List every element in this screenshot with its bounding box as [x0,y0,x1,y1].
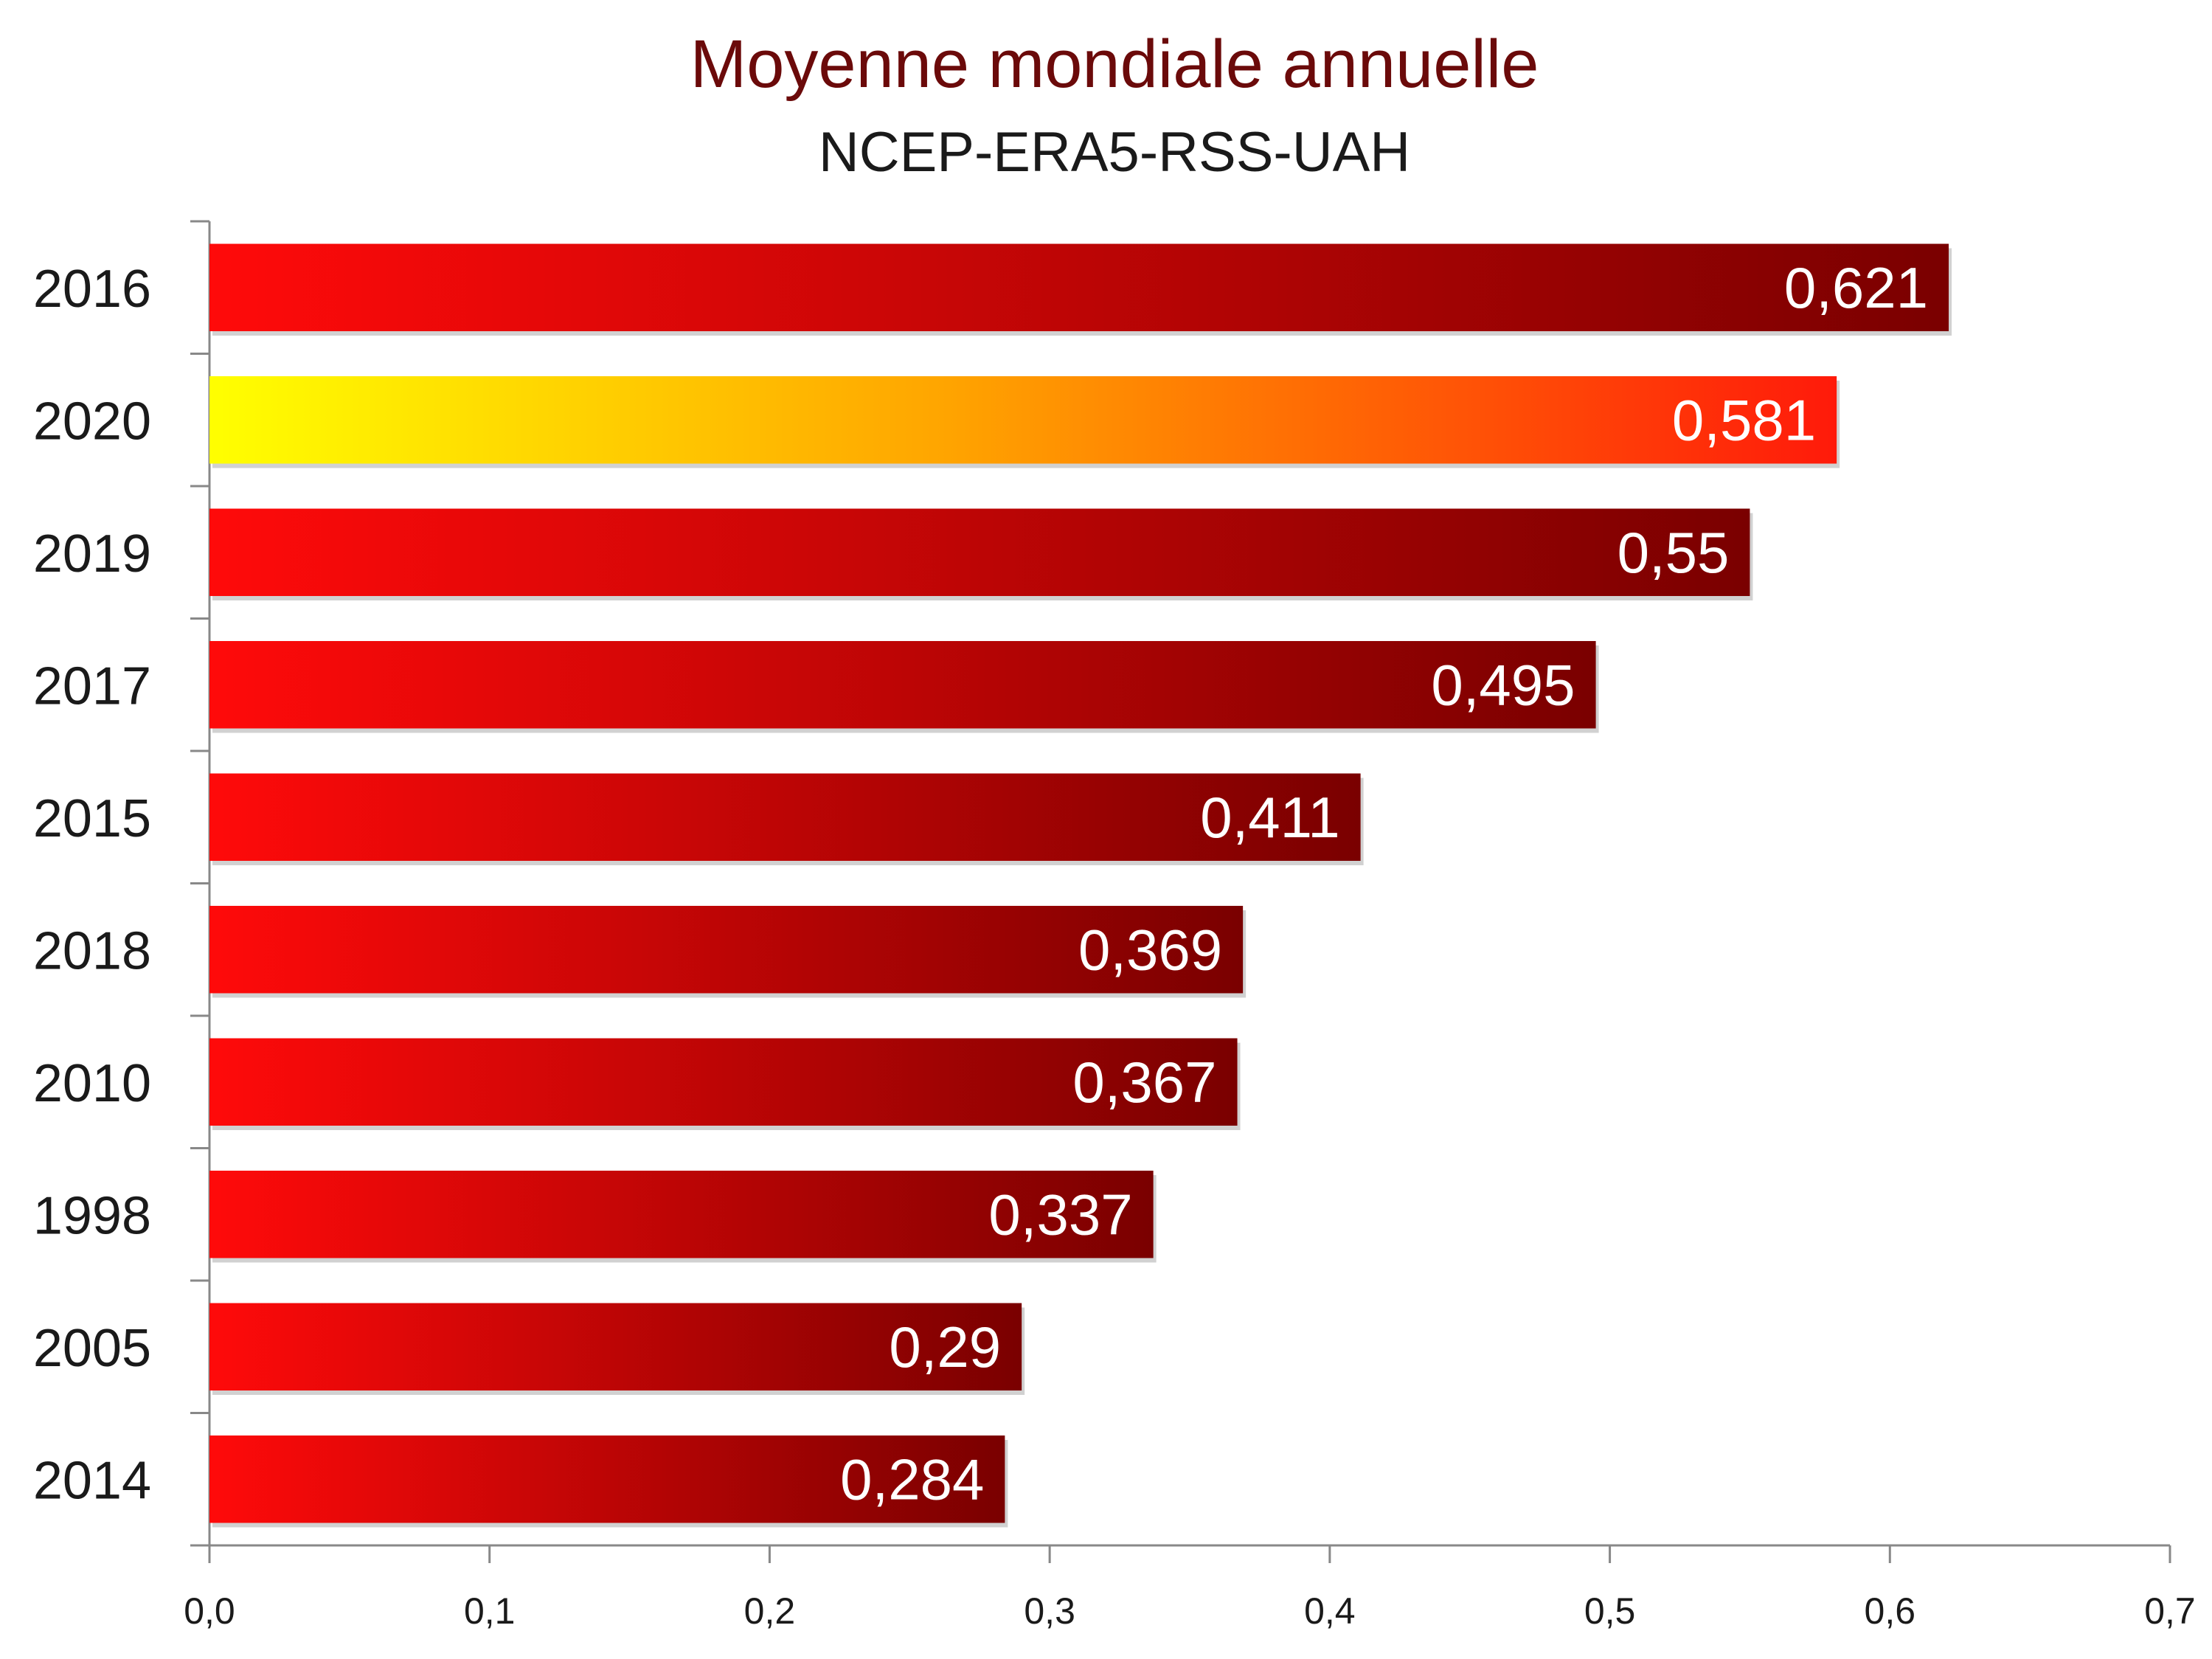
bar-value-label: 0,337 [988,1182,1132,1247]
x-tick-label: 0,2 [744,1590,796,1632]
bar [209,1171,1154,1258]
category-label: 2019 [33,524,151,583]
bar-highlight [209,376,1837,464]
x-tick-label: 0,3 [1024,1590,1075,1632]
bar [209,1435,1005,1523]
x-tick-label: 0,6 [1865,1590,1916,1632]
chart-title: Moyenne mondiale annuelle [690,27,1539,102]
bar [209,1038,1238,1126]
bar-value-label: 0,495 [1431,652,1575,717]
category-label: 2010 [33,1054,151,1113]
category-label: 2018 [33,921,151,980]
bar-value-label: 0,411 [1200,785,1339,850]
bar [209,773,1361,861]
bar-value-label: 0,621 [1784,255,1928,320]
bar [209,906,1244,994]
category-label: 2016 [33,260,151,319]
x-tick-label: 0,4 [1304,1590,1356,1632]
plot-area: 0,0 0,1 0,2 0,3 0,4 0,5 0,6 0,7 2016 0,621 2020 0,5… [33,220,2196,1632]
bar [209,641,1596,729]
bar-value-label: 0,369 [1078,917,1222,982]
x-tick-label: 0,7 [2144,1590,2196,1632]
bar-value-label: 0,581 [1672,387,1816,452]
category-label: 2014 [33,1451,151,1510]
category-label: 1998 [33,1186,151,1245]
x-tick-label: 0,1 [464,1590,516,1632]
bar-value-label: 0,29 [889,1315,1001,1379]
bar-value-label: 0,55 [1618,520,1730,585]
x-tick-label: 0,0 [184,1590,235,1632]
chart-subtitle: NCEP-ERA5-RSS-UAH [819,121,1410,184]
category-label: 2017 [33,657,151,716]
x-tick-label: 0,5 [1584,1590,1636,1632]
bar [209,1303,1022,1390]
category-label: 2005 [33,1319,151,1378]
category-label: 2020 [33,392,151,451]
bar-value-label: 0,367 [1072,1050,1216,1115]
bar-value-label: 0,284 [840,1447,984,1511]
bar [209,508,1750,596]
bar [209,243,1949,331]
category-label: 2015 [33,789,151,848]
